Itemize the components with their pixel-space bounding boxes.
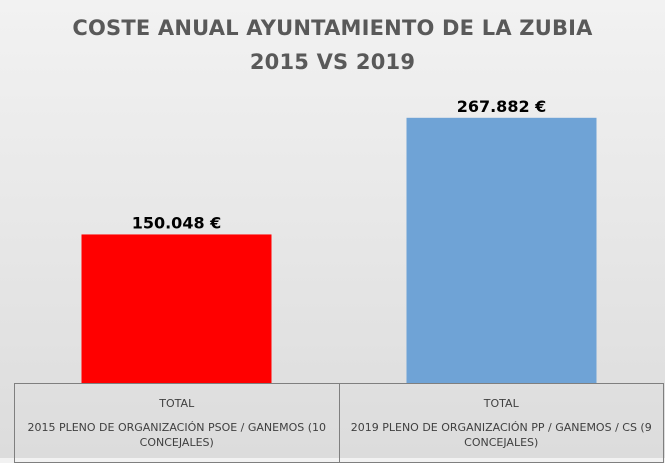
category-label: 2019 PLENO DE ORGANIZACIÓN PP / GANEMOS … — [350, 421, 652, 449]
bar-1 — [406, 117, 597, 384]
bar-0 — [81, 234, 272, 383]
category-axis-table: TOTAL 2015 PLENO DE ORGANIZACIÓN PSOE / … — [14, 383, 664, 463]
category-cell-2015: TOTAL 2015 PLENO DE ORGANIZACIÓN PSOE / … — [14, 383, 340, 463]
category-group-label: TOTAL — [159, 397, 195, 410]
chart-subtitle: 2015 VS 2019 — [249, 50, 416, 74]
category-cell-2019: TOTAL 2019 PLENO DE ORGANIZACIÓN PP / GA… — [338, 383, 664, 463]
data-label-0: 150.048 € — [132, 213, 222, 232]
data-label-1: 267.882 € — [457, 97, 547, 116]
category-label: 2015 PLENO DE ORGANIZACIÓN PSOE / GANEMO… — [27, 421, 327, 449]
chart-title: COSTE ANUAL AYUNTAMIENTO DE LA ZUBIA — [72, 16, 593, 40]
category-group-label: TOTAL — [483, 397, 519, 410]
